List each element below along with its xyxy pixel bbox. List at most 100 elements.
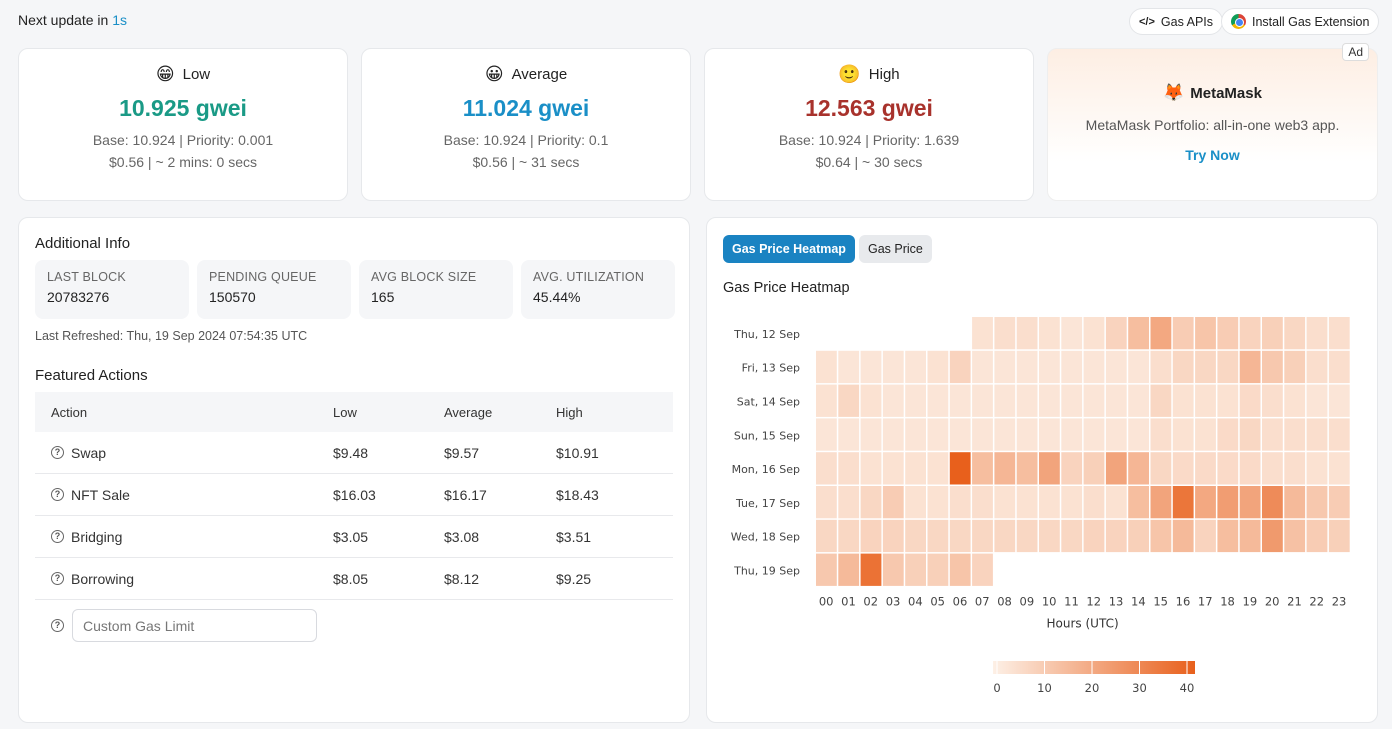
heatmap-cell (1217, 452, 1239, 485)
heatmap-cell (972, 553, 993, 586)
heatmap-cell (1195, 486, 1216, 519)
heatmap-cell (1217, 486, 1239, 519)
x-tick-label: 18 (1220, 594, 1235, 608)
heatmap-cell (882, 350, 904, 384)
price-breakdown: Base: 10.924 | Priority: 1.639 (778, 132, 960, 148)
heatmap-cell (1195, 317, 1216, 350)
heatmap-cell (1083, 350, 1105, 384)
tab-gas-price-heatmap[interactable]: Gas Price Heatmap (723, 235, 855, 263)
x-tick-label: 04 (908, 594, 923, 608)
heatmap-cell (1284, 486, 1306, 519)
average-cost: $16.17 (444, 486, 487, 503)
ad-try-now-link[interactable]: Try Now (1185, 147, 1240, 163)
heatmap-cell (1262, 418, 1283, 451)
stat-value: 45.44% (533, 289, 581, 305)
heatmap-cell (1016, 317, 1038, 350)
heatmap-cell (1128, 418, 1149, 451)
heatmap-cell (1083, 384, 1105, 417)
heatmap-cell (816, 350, 837, 384)
x-tick-label: 23 (1332, 594, 1347, 608)
heatmap-cell (994, 317, 1016, 350)
help-icon[interactable]: ? (51, 446, 64, 459)
heatmap-cell (1284, 384, 1306, 417)
heatmap-cell (1217, 384, 1239, 417)
price-card-average: 😀 Average 11.024 gwei Base: 10.924 | Pri… (361, 48, 691, 201)
heatmap-cell (1284, 350, 1306, 384)
column-header-average: Average (444, 404, 493, 420)
x-tick-label: 20 (1265, 594, 1280, 608)
high-cost: $18.43 (556, 486, 599, 503)
help-icon[interactable]: ? (51, 619, 64, 632)
table-row: ? NFT Sale $16.03 $16.17 $18.43 (35, 474, 673, 516)
heatmap-cell (1172, 452, 1194, 485)
heatmap-cell (1306, 452, 1328, 485)
low-cost: $9.48 (333, 444, 369, 461)
x-tick-label: 05 (930, 594, 945, 608)
low-cost: $16.03 (333, 486, 376, 503)
y-tick-label: Fri, 13 Sep (742, 362, 800, 375)
heatmap-cell (1262, 486, 1283, 519)
heatmap-cell (1061, 519, 1083, 553)
price-header: 🙂 High (705, 65, 1033, 83)
help-icon[interactable]: ? (51, 572, 64, 585)
metamask-fox-icon: 🦊 (1163, 83, 1185, 102)
install-extension-button[interactable]: Install Gas Extension (1221, 8, 1380, 35)
heatmap-cell (882, 519, 904, 553)
heatmap-cell (1217, 317, 1239, 350)
tab-gas-price[interactable]: Gas Price (859, 235, 932, 263)
info-panel: Additional Info LAST BLOCK 20783276 PEND… (18, 217, 690, 723)
heatmap-cell (1239, 350, 1261, 384)
legend-tick-label: 40 (1180, 681, 1195, 695)
x-tick-label: 15 (1153, 594, 1168, 608)
heatmap-cell (949, 452, 971, 485)
average-cost: $8.12 (444, 570, 480, 587)
table-header: Action Low Average High (35, 392, 673, 432)
action-name: Swap (71, 444, 107, 461)
column-header-high: High (556, 404, 583, 420)
heatmap-cell (838, 519, 860, 553)
help-icon[interactable]: ? (51, 488, 64, 501)
x-tick-label: 22 (1309, 594, 1324, 608)
price-breakdown: Base: 10.924 | Priority: 0.001 (92, 132, 274, 148)
grin-emoji-icon: 😁 (155, 64, 175, 84)
help-icon[interactable]: ? (51, 530, 64, 543)
featured-actions-title: Featured Actions (35, 367, 148, 384)
column-header-low: Low (333, 404, 357, 420)
high-cost: $9.25 (556, 570, 592, 587)
heatmap-cell (994, 384, 1016, 417)
heatmap-cell (1284, 317, 1306, 350)
price-breakdown: Base: 10.924 | Priority: 0.1 (443, 132, 609, 148)
x-tick-label: 06 (953, 594, 968, 608)
heatmap-cell (1328, 486, 1350, 519)
custom-gas-limit-input[interactable] (72, 609, 317, 642)
heatmap-cell (1083, 418, 1105, 451)
metamask-ad-card[interactable]: Ad 🦊 MetaMask MetaMask Portfolio: all-in… (1047, 43, 1378, 201)
heatmap-cell (1105, 486, 1127, 519)
price-gwei: 11.024 gwei (462, 95, 590, 121)
heatmap-cell (905, 384, 926, 417)
gas-apis-button[interactable]: </> Gas APIs (1129, 8, 1224, 35)
heatmap-cell (1016, 452, 1038, 485)
heatmap-cell (1284, 418, 1306, 451)
heatmap-cell (1262, 317, 1283, 350)
heatmap-cell (972, 486, 993, 519)
stat-label: AVG BLOCK SIZE (371, 270, 477, 284)
smile-emoji-icon: 😀 (484, 64, 504, 84)
heatmap-cell (1105, 452, 1127, 485)
price-cost-time: $0.64 | ~ 30 secs (815, 154, 923, 170)
heatmap-cell (1328, 452, 1350, 485)
stat-value: 20783276 (47, 289, 110, 305)
heatmap-cell (927, 384, 949, 417)
action-cell: ? NFT Sale (35, 487, 333, 503)
heatmap-cell (905, 486, 926, 519)
heatmap-cell (860, 350, 882, 384)
heatmap-cell (816, 418, 837, 451)
x-tick-label: 00 (819, 594, 834, 608)
heatmap-cell (816, 486, 837, 519)
x-tick-label: 14 (1131, 594, 1146, 608)
price-header: 😁 Low (19, 65, 347, 83)
heatmap-cell (1262, 384, 1283, 417)
heatmap-cell (1239, 418, 1261, 451)
y-tick-label: Tue, 17 Sep (735, 497, 800, 510)
ad-brand-name: MetaMask (1190, 84, 1262, 102)
